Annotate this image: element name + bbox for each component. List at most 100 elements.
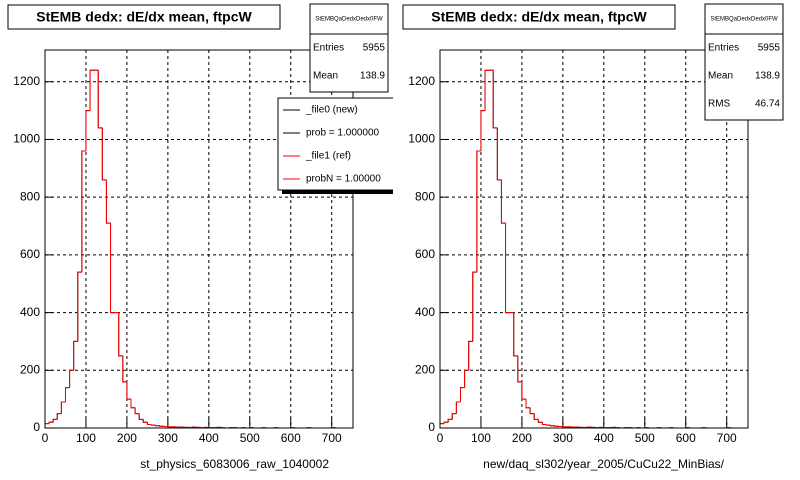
histogram-step: [97, 70, 103, 129]
x-axis-title: st_physics_6083006_raw_1040002: [140, 457, 329, 471]
histogram-step: [48, 421, 54, 424]
stats-value: 5955: [758, 43, 781, 54]
y-tick-label: 400: [20, 305, 40, 319]
histogram-step: [159, 425, 164, 427]
histogram-step: [525, 399, 531, 409]
histogram-step: [146, 422, 152, 426]
x-tick-label: 200: [512, 431, 532, 445]
histogram-step: [134, 407, 140, 415]
x-tick-label: 600: [281, 431, 301, 445]
histogram-step: [77, 271, 82, 342]
stats-box: [704, 3, 784, 121]
histogram-step: [484, 69, 490, 111]
x-tick-label: 0: [42, 431, 49, 445]
histogram-step: [545, 424, 551, 426]
legend-label: prob = 1.000000: [306, 128, 380, 139]
histogram-step: [480, 110, 486, 151]
histogram-step: [492, 70, 498, 129]
histogram-step: [150, 424, 156, 426]
histogram-step: [464, 369, 469, 388]
x-tick-label: 700: [717, 431, 737, 445]
legend-label: _file0 (new): [305, 105, 358, 116]
y-tick-label: 800: [20, 189, 40, 203]
x-tick-label: 400: [199, 431, 219, 445]
y-tick-label: 0: [33, 420, 40, 434]
x-tick-label: 300: [158, 431, 178, 445]
y-tick-label: 800: [415, 189, 435, 203]
chart-title: StEMB dedx: dE/dx mean, ftpcW: [36, 9, 252, 25]
histogram-step: [472, 271, 477, 342]
stats-value: 138.9: [360, 71, 385, 82]
histogram-step: [447, 418, 453, 423]
histogram-step: [455, 401, 461, 414]
histogram-step: [459, 387, 465, 403]
histogram-step: [451, 413, 457, 420]
histogram-step: [73, 340, 78, 371]
histogram-step: [521, 381, 527, 400]
histogram-step: [138, 413, 144, 420]
frame-border: [439, 49, 749, 429]
histogram-step: [533, 413, 539, 420]
legend-box: [277, 97, 393, 191]
legend-label: _file1 (ref): [305, 151, 351, 162]
histogram-step: [468, 340, 473, 371]
x-axis-title: new/daq_sl302/year_2005/CuCu22_MinBias/: [483, 457, 724, 471]
histogram-step: [69, 369, 74, 388]
x-tick-label: 500: [240, 431, 260, 445]
y-tick-label: 200: [415, 362, 435, 376]
histogram-step: [554, 425, 559, 427]
pad: 0 200 400 600 800 1000 1200 0 100 200 300 400 500 600…: [402, 3, 784, 471]
x-tick-label: 200: [117, 431, 137, 445]
stats-title: StEMBQaDedxDedx0FW: [315, 17, 383, 23]
y-tick-label: 1200: [13, 74, 40, 88]
histogram-step: [126, 381, 132, 400]
y-tick-label: 1200: [408, 74, 435, 88]
histogram-step: [505, 223, 510, 314]
histogram-step: [110, 223, 115, 314]
y-tick-label: 400: [415, 305, 435, 319]
x-tick-label: 400: [594, 431, 614, 445]
histogram-step: [537, 419, 543, 423]
histogram-step: [118, 312, 123, 357]
histogram-step: [60, 401, 66, 414]
histogram-step: [443, 421, 449, 424]
y-tick-label: 200: [20, 362, 40, 376]
y-tick-label: 600: [415, 247, 435, 261]
histogram-step: [105, 179, 111, 224]
histogram-step: [155, 425, 160, 427]
x-tick-label: 300: [553, 431, 573, 445]
pad: 0 200 400 600 800 1000 1200 0 100 200 300 400 500 600…: [7, 3, 393, 471]
stats-box: [309, 3, 389, 93]
chart-title: StEMB dedx: dE/dx mean, ftpcW: [431, 9, 647, 25]
histogram-step: [550, 425, 555, 427]
y-tick-label: 1000: [13, 132, 40, 146]
stats-label: Mean: [708, 71, 733, 82]
histogram-step: [122, 355, 127, 383]
title-box: [402, 4, 676, 30]
stats-label: Mean: [313, 71, 338, 82]
title-box: [7, 4, 281, 30]
histogram-step: [56, 413, 62, 420]
x-tick-label: 500: [635, 431, 655, 445]
histogram-step: [476, 150, 481, 273]
histogram-step: [52, 418, 58, 423]
stats-value: 46.74: [755, 99, 780, 110]
stats-label: RMS: [708, 99, 731, 110]
stats-label: Entries: [708, 43, 739, 54]
y-tick-label: 0: [428, 420, 435, 434]
x-tick-label: 100: [76, 431, 96, 445]
histogram-step: [529, 407, 535, 415]
x-tick-label: 600: [676, 431, 696, 445]
histogram-step: [517, 355, 522, 383]
legend-label: probN = 1.00000: [306, 174, 381, 185]
x-tick-label: 0: [437, 431, 444, 445]
histogram-step: [101, 127, 107, 181]
stats-label: Entries: [313, 43, 344, 54]
x-tick-label: 700: [322, 431, 342, 445]
frame: [439, 49, 749, 429]
histogram-step: [496, 127, 502, 181]
stats-value: 5955: [363, 43, 386, 54]
y-tick-label: 1000: [408, 132, 435, 146]
histogram-step: [81, 150, 86, 273]
